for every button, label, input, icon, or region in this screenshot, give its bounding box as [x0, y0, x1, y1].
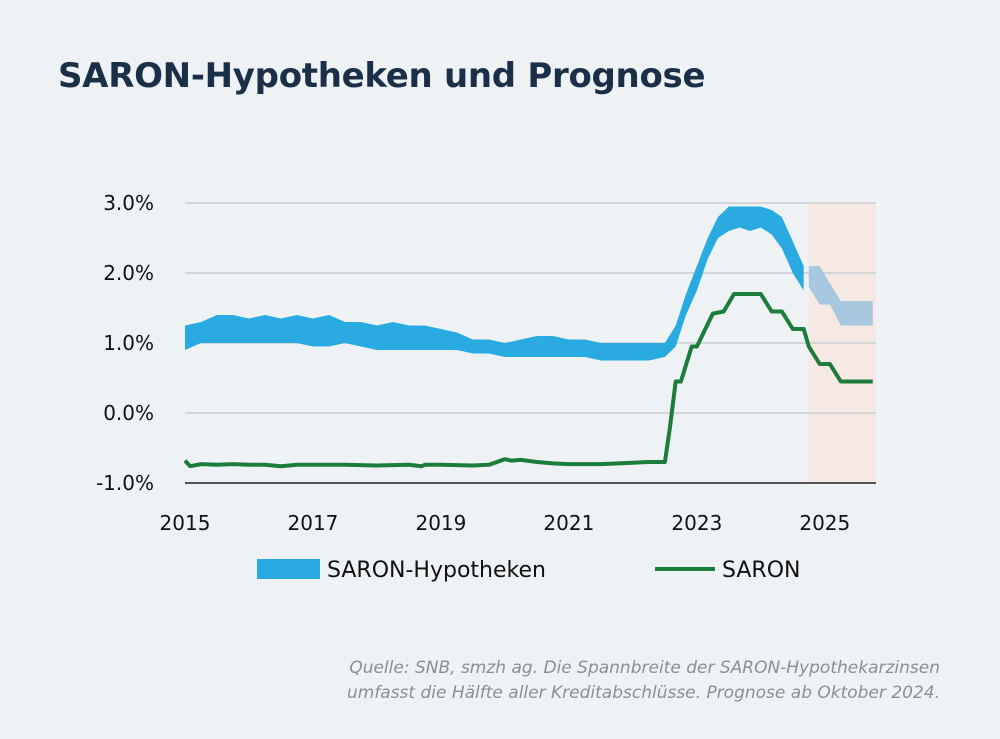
y-tick-label: -1.0% [96, 471, 154, 495]
legend-label-mortgages: SARON-Hypotheken [327, 558, 546, 583]
x-tick-label: 2025 [799, 511, 850, 535]
y-tick-label: 1.0% [103, 331, 154, 355]
x-tick-label: 2015 [160, 511, 211, 535]
saron-line [183, 292, 873, 469]
x-tick-label: 2017 [288, 511, 339, 535]
y-tick-label: 2.0% [103, 261, 154, 285]
legend-label-saron: SARON [722, 558, 800, 583]
y-tick-label: 0.0% [103, 401, 154, 425]
source-note: Quelle: SNB, smzh ag. Die Spannbreite de… [347, 656, 940, 706]
legend-band-swatch [257, 559, 320, 579]
x-axis-ticks: 2015 2017 2019 2021 2023 2025 [160, 511, 851, 535]
x-tick-label: 2019 [415, 511, 466, 535]
x-tick-label: 2023 [671, 511, 722, 535]
source-line-1: Quelle: SNB, smzh ag. Die Spannbreite de… [349, 658, 940, 678]
page-title: SARON-Hypotheken und Prognose [58, 56, 706, 96]
y-axis-ticks: 3.0% 2.0% 1.0% 0.0% -1.0% [96, 191, 154, 495]
legend: SARON-Hypotheken SARON [257, 558, 800, 583]
y-tick-label: 3.0% [103, 191, 154, 215]
saron-mortgage-band [185, 206, 804, 361]
x-tick-label: 2021 [543, 511, 594, 535]
source-line-2: umfasst die Hälfte aller Kreditabschlüss… [346, 683, 940, 703]
saron-mortgage-forecast-band [808, 266, 873, 326]
